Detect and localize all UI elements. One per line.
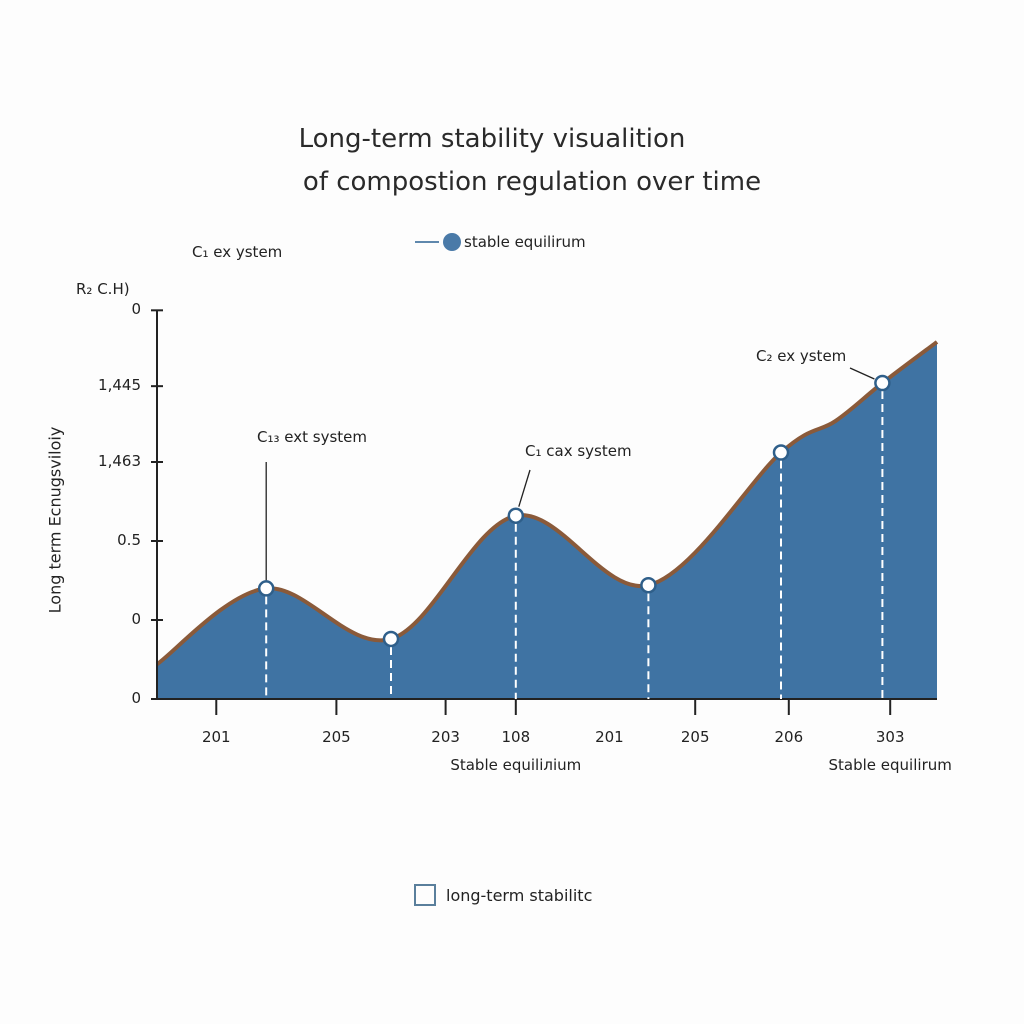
annotation-label: C₂ ex ystem [756, 347, 847, 365]
annotation-label: C₁ cax system [525, 442, 632, 460]
y-tick-label: 0 [131, 689, 141, 707]
x-sublabel: Stable equiliлium [450, 756, 582, 774]
annotation-label: C₁₃ ext system [257, 428, 367, 446]
chart-title-line-2: of compostion regulation over time [302, 167, 762, 197]
legend-bottom: long-term stabilitc [414, 884, 592, 906]
data-point [874, 374, 891, 392]
x-tick-label: 201 [595, 728, 624, 746]
legend-dot-icon [443, 233, 461, 251]
x-tick-label: 108 [501, 728, 531, 746]
legend-bottom-label: long-term stabilitc [446, 885, 593, 905]
data-point [507, 507, 525, 524]
area-fill [157, 341, 937, 699]
legend-top: stable equilirum [415, 233, 586, 251]
x-tick-label: 203 [431, 728, 460, 746]
x-tick-label: 303 [875, 728, 905, 746]
legend-square-icon [414, 884, 436, 906]
y-tick-label: 1,445 [98, 376, 141, 395]
y-unit-label: R₂ C.H) [76, 280, 130, 298]
data-point [640, 576, 657, 594]
x-tick-label: 206 [774, 728, 804, 746]
x-tick-label: 205 [680, 728, 710, 746]
series-line [155, 340, 939, 666]
data-point [772, 444, 790, 461]
x-tick-label: 201 [201, 728, 231, 746]
data-point [382, 630, 400, 648]
annotation-leader [518, 469, 531, 507]
corner-label: C₁ ex ystem [192, 243, 283, 261]
y-tick-label: 0 [131, 610, 141, 628]
y-tick-label: 1,463 [98, 452, 141, 470]
legend-line-icon [415, 241, 439, 243]
chart-title-line-1: Long-term stability visualition [298, 124, 686, 154]
data-point [257, 580, 275, 597]
legend-top-label: stable equilirum [464, 233, 586, 251]
x-tick-label: 205 [322, 728, 351, 746]
annotation-leader [849, 367, 875, 380]
y-tick-label: 0.5 [117, 531, 141, 549]
x-sublabel: Stable equilirum [828, 756, 952, 774]
y-tick-label: 0 [131, 300, 141, 319]
